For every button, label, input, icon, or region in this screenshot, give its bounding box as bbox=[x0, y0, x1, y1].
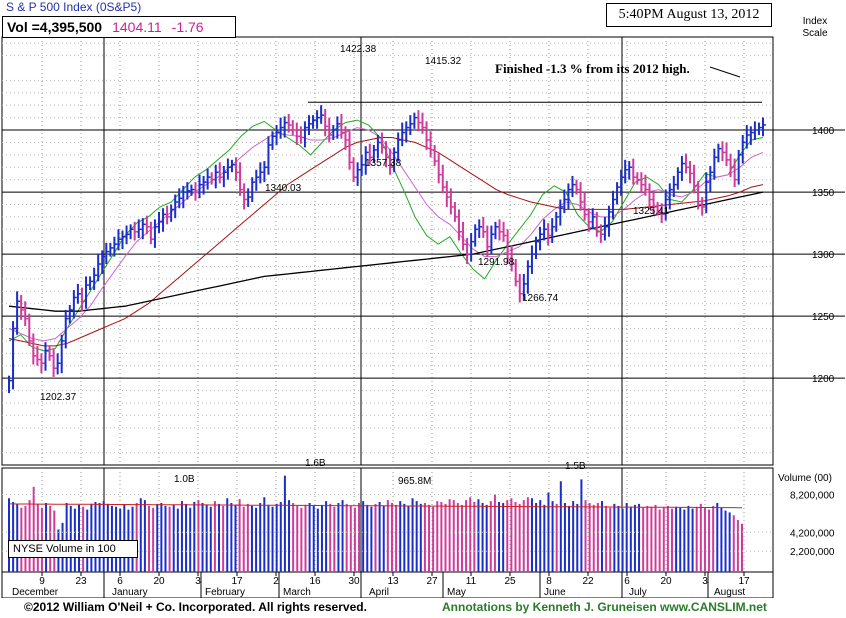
volume-annotation: 1.6B bbox=[305, 458, 326, 469]
x-tick-label: 23 bbox=[75, 576, 87, 587]
footer: ©2012 William O'Neil + Co. Incorporated.… bbox=[0, 598, 846, 618]
credit-text: Annotations by Kenneth J. Gruneisen www.… bbox=[442, 600, 767, 614]
index-scale-label: Index Scale bbox=[790, 16, 840, 40]
price-label: 1422.38 bbox=[340, 44, 377, 55]
y-tick-label: 1400 bbox=[812, 126, 835, 137]
x-tick-label: 16 bbox=[309, 576, 321, 587]
x-tick-label: 20 bbox=[153, 576, 165, 587]
x-tick-label: 27 bbox=[426, 576, 438, 587]
volume-tick-label: 2,200,000 bbox=[790, 547, 835, 558]
volume-tick-label: 8,200,000 bbox=[790, 490, 835, 501]
price-label: 1357.38 bbox=[365, 158, 402, 169]
x-tick-label: 30 bbox=[348, 576, 360, 587]
y-tick-label: 1200 bbox=[812, 374, 835, 385]
volume-annotation: 1.5B bbox=[565, 461, 586, 472]
price-panel-frame bbox=[1, 36, 774, 466]
volume-annotation: 1.0B bbox=[174, 474, 195, 485]
price-label: 1202.37 bbox=[40, 392, 77, 403]
volume-title: Volume (00) bbox=[778, 473, 832, 484]
volume-tick-label: 4,200,000 bbox=[790, 528, 835, 539]
y-tick-label: 1350 bbox=[812, 188, 835, 199]
y-tick-label: 1300 bbox=[812, 250, 835, 261]
y-tick-label: 1250 bbox=[812, 312, 835, 323]
scale-label-line1: Index bbox=[802, 16, 828, 27]
x-tick-label: 2 bbox=[273, 576, 279, 587]
x-tick-label: 25 bbox=[504, 576, 516, 587]
quote-box: Vol =4,395,500 1404.11 -1.76 bbox=[2, 16, 236, 38]
price-label: 1266.74 bbox=[522, 293, 559, 304]
price-label: 1325.41 bbox=[633, 206, 670, 217]
x-tick-label: 9 bbox=[39, 576, 45, 587]
nyse-volume-legend: NYSE Volume in 100 bbox=[8, 540, 138, 558]
volume-average-line bbox=[9, 503, 742, 509]
month-label: January bbox=[112, 587, 148, 598]
month-label: December bbox=[12, 587, 59, 598]
x-tick-label: 6 bbox=[117, 576, 123, 587]
price-label: 1340.03 bbox=[265, 183, 302, 194]
volume-annotation: 965.8M bbox=[398, 476, 431, 487]
month-label: April bbox=[369, 587, 389, 598]
month-label: June bbox=[544, 587, 566, 598]
x-tick-label: 22 bbox=[582, 576, 594, 587]
x-tick-label: 13 bbox=[387, 576, 399, 587]
price-label: 1291.98 bbox=[478, 257, 515, 268]
price-readout: 1404.11 bbox=[112, 19, 162, 35]
x-tick-label: 8 bbox=[546, 576, 552, 587]
x-tick-label: 3 bbox=[702, 576, 708, 587]
x-tick-label: 11 bbox=[466, 576, 477, 587]
x-tick-label: 17 bbox=[231, 576, 243, 587]
month-label: August bbox=[714, 587, 745, 598]
ma-line-50-day bbox=[8, 137, 764, 347]
scale-label-line2: Scale bbox=[802, 28, 828, 39]
price-label: 1415.32 bbox=[425, 56, 462, 67]
change-readout: -1.76 bbox=[171, 19, 204, 35]
x-tick-label: 17 bbox=[738, 576, 750, 587]
month-label: February bbox=[205, 587, 245, 598]
volume-readout: Vol =4,395,500 bbox=[7, 19, 103, 35]
x-tick-label: 6 bbox=[624, 576, 630, 587]
ma-line-200-day bbox=[8, 191, 764, 312]
month-label: May bbox=[447, 587, 466, 598]
datetime-box: 5:40PM August 13, 2012 bbox=[606, 3, 772, 27]
annotation-note: Finished -1.3 % from its 2012 high. bbox=[495, 61, 690, 76]
chart-title: S & P 500 Index (0S&P5) bbox=[6, 0, 142, 14]
date-axis-frame bbox=[1, 571, 774, 599]
x-tick-label: 3 bbox=[195, 576, 201, 587]
month-label: July bbox=[629, 587, 647, 598]
copyright-text: ©2012 William O'Neil + Co. Incorporated.… bbox=[24, 600, 367, 614]
month-label: March bbox=[283, 587, 311, 598]
x-tick-label: 20 bbox=[660, 576, 672, 587]
annotation-arrow bbox=[709, 66, 741, 78]
